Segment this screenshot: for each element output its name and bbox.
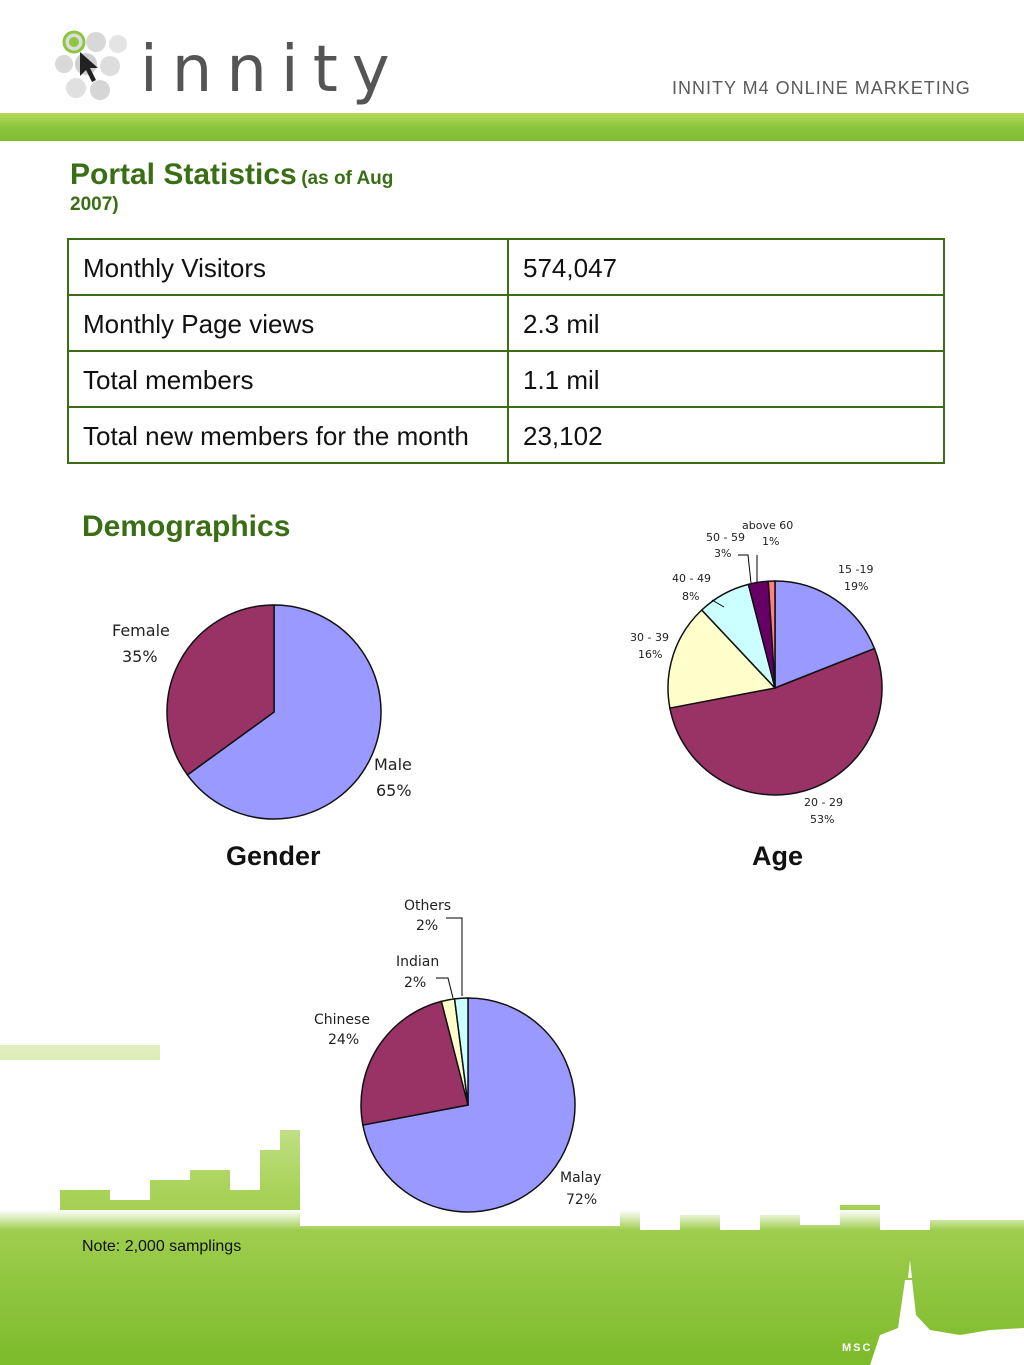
stats-table: Monthly Visitors 574,047 Monthly Page vi…	[67, 238, 945, 464]
section-title-demographics: Demographics	[82, 510, 291, 543]
page-title-date: (as of Aug	[301, 168, 394, 189]
age-label-15-19: 15 -19	[838, 563, 873, 576]
stat-value: 1.1 mil	[507, 350, 945, 408]
table-row: Monthly Visitors 574,047	[67, 238, 945, 296]
stat-value: 574,047	[507, 238, 945, 296]
race-label-malay: Malay	[560, 1170, 601, 1186]
page-title-date-year: 2007)	[70, 194, 119, 215]
header-tagline: INNITY M4 ONLINE MARKETING	[672, 78, 971, 98]
age-value-30-39: 16%	[638, 648, 662, 661]
brand-logo: innity	[140, 33, 404, 107]
age-chart-caption: Age	[752, 841, 804, 871]
race-label-chinese: Chinese	[314, 1012, 370, 1028]
age-label-40-49: 40 - 49	[672, 572, 711, 585]
age-value-20-29: 53%	[810, 813, 834, 826]
age-slice-above-60	[767, 580, 776, 689]
age-label-30-39: 30 - 39	[630, 631, 669, 644]
page-title: Portal Statistics (as of Aug 2007)	[70, 158, 393, 216]
race-label-others: Others	[404, 898, 451, 914]
gender-label-female: Female	[112, 621, 170, 640]
race-slice-others	[453, 997, 469, 1106]
race-value-chinese: 24%	[328, 1032, 359, 1048]
stat-label: Total members	[67, 350, 509, 408]
gender-slice-male	[186, 604, 382, 820]
race-slice-chinese	[360, 1000, 469, 1126]
gender-value-male: 65%	[376, 781, 412, 800]
age-slice-20-29	[669, 647, 883, 796]
age-value-above60: 1%	[762, 535, 779, 548]
age-value-15-19: 19%	[844, 580, 868, 593]
race-value-others: 2%	[416, 918, 438, 934]
race-value-malay: 72%	[566, 1192, 597, 1208]
age-label-above60: above 60	[742, 519, 793, 532]
age-pie-chart: above 60 1% 50 - 59 3% 40 - 49 8% 30 - 3…	[618, 515, 896, 830]
stat-label: Monthly Visitors	[67, 238, 509, 296]
age-slice-15-19	[774, 580, 876, 690]
footer-company-text: MSC Status Company	[842, 1342, 993, 1354]
gender-value-female: 35%	[122, 647, 158, 666]
header-green-bar	[0, 113, 1024, 141]
race-value-indian: 2%	[404, 975, 426, 991]
age-slice-30-39	[667, 608, 777, 709]
table-row: Monthly Page views 2.3 mil	[67, 294, 945, 352]
table-row: Total members 1.1 mil	[67, 350, 945, 408]
age-value-40-49: 8%	[682, 590, 699, 603]
gender-pie-chart: Female 35% Male 65%	[96, 590, 426, 830]
gender-slice-female	[166, 604, 275, 776]
gender-label-male: Male	[374, 755, 412, 774]
age-value-50-59: 3%	[714, 547, 731, 560]
gender-chart-caption: Gender	[226, 841, 321, 871]
table-row: Total new members for the month 23,102	[67, 406, 945, 464]
stat-value: 2.3 mil	[507, 294, 945, 352]
stat-value: 23,102	[507, 406, 945, 464]
race-slice-malay	[362, 997, 576, 1213]
age-label-50-59: 50 - 59	[706, 531, 745, 544]
race-label-indian: Indian	[396, 954, 439, 970]
age-label-20-29: 20 - 29	[804, 796, 843, 809]
logo-dots-icon	[55, 30, 127, 100]
sampling-note: Note: 2,000 samplings	[82, 1238, 242, 1255]
page-title-main: Portal Statistics	[70, 158, 297, 191]
race-pie-chart: Others 2% Indian 2% Chinese 24% Malay 72…	[300, 890, 620, 1226]
stat-label: Monthly Page views	[67, 294, 509, 352]
stat-label: Total new members for the month	[67, 406, 509, 464]
